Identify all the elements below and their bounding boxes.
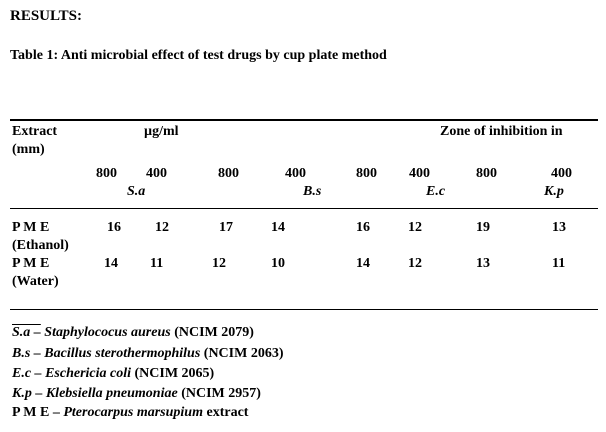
row-name: P M E <box>12 220 50 235</box>
table-cell: 13 <box>552 220 566 235</box>
conc-cell: 800 <box>476 166 497 181</box>
table-cell: 12 <box>408 220 422 235</box>
table-cell: 16 <box>356 220 370 235</box>
header-unit: µg/ml <box>144 124 179 139</box>
header-extract: Extract <box>12 124 58 139</box>
table-cell: 12 <box>155 220 169 235</box>
legend-item: P M E – Pterocarpus marsupium extract <box>12 405 248 421</box>
table-cell: 11 <box>552 256 566 271</box>
conc-cell: 400 <box>409 166 430 181</box>
table-cell: 14 <box>271 220 285 235</box>
row-name: P M E <box>12 256 50 271</box>
legend-name: Pterocarpus marsupium <box>63 405 203 420</box>
results-heading: RESULTS: <box>10 8 82 24</box>
legend-name: Staphylococus aureus <box>44 325 171 340</box>
table-cell: 14 <box>356 256 370 271</box>
conc-cell: 400 <box>551 166 572 181</box>
legend-item: S.a – Staphylococus aureus (NCIM 2079) <box>12 325 254 341</box>
legend-abbr: B.s – <box>12 346 41 361</box>
table-top-rule <box>10 119 598 121</box>
table-cell: 14 <box>104 256 118 271</box>
conc-cell: 800 <box>356 166 377 181</box>
table-cell: 19 <box>476 220 490 235</box>
organism-label: K.p <box>544 184 564 199</box>
legend-abbr: S.a – <box>12 325 41 340</box>
organism-label: E.c <box>426 184 446 199</box>
header-mm: (mm) <box>12 142 45 157</box>
table-bottom-rule <box>10 309 598 310</box>
legend-item: B.s – Bacillus sterothermophilus (NCIM 2… <box>12 346 284 362</box>
table-cell: 10 <box>271 256 285 271</box>
table-mid-rule <box>10 208 598 209</box>
conc-cell: 400 <box>146 166 167 181</box>
legend-name: Klebsiella pneumoniae <box>45 386 178 401</box>
table-cell: 16 <box>107 220 121 235</box>
organism-label: S.a <box>127 184 146 199</box>
legend-item: E.c – Eschericia coli (NCIM 2065) <box>12 366 214 382</box>
table-cell: 11 <box>150 256 164 271</box>
legend-ref: extract <box>206 405 249 420</box>
legend-name: Bacillus sterothermophilus <box>44 346 201 361</box>
legend-ref: (NCIM 2063) <box>203 346 284 361</box>
legend-ref: (NCIM 2065) <box>134 366 215 381</box>
legend-abbr: E.c – <box>12 366 42 381</box>
legend-ref: (NCIM 2079) <box>174 325 254 340</box>
table-cell: 17 <box>219 220 233 235</box>
table-cell: 12 <box>212 256 226 271</box>
row-name-sub: (Ethanol) <box>12 238 69 253</box>
conc-cell: 800 <box>96 166 117 181</box>
table-cell: 12 <box>408 256 422 271</box>
header-zone: Zone of inhibition in <box>440 124 563 139</box>
conc-cell: 800 <box>218 166 239 181</box>
table-cell: 13 <box>476 256 490 271</box>
table-title: Table 1: Anti microbial effect of test d… <box>10 48 387 63</box>
conc-cell: 400 <box>285 166 306 181</box>
organism-label: B.s <box>303 184 322 199</box>
legend-ref: (NCIM 2957) <box>181 386 261 401</box>
legend-name: Eschericia coli <box>45 366 131 381</box>
legend-abbr: K.p – <box>12 386 43 401</box>
row-name-sub: (Water) <box>12 274 59 289</box>
legend-item: K.p – Klebsiella pneumoniae (NCIM 2957) <box>12 386 261 402</box>
legend-abbr: P M E – <box>12 405 60 420</box>
